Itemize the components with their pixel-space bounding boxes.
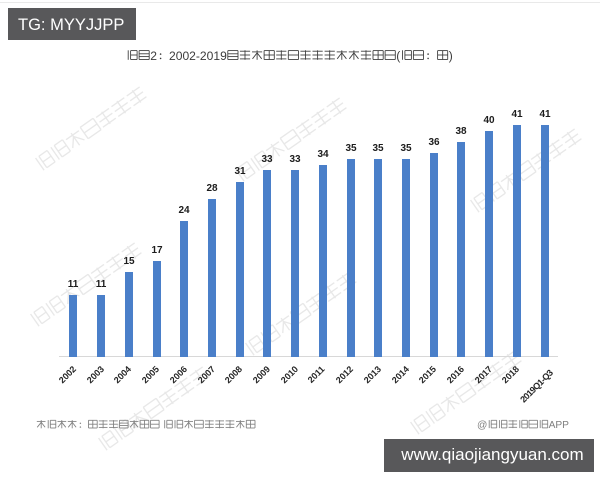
svg-text:@: @ (477, 420, 487, 431)
svg-text:(: ( (396, 48, 400, 62)
svg-text:2002-2019: 2002-2019 (169, 48, 227, 62)
svg-text:2: 2 (150, 48, 157, 62)
svg-text:): ) (449, 48, 453, 62)
svg-text:APP: APP (549, 420, 570, 431)
